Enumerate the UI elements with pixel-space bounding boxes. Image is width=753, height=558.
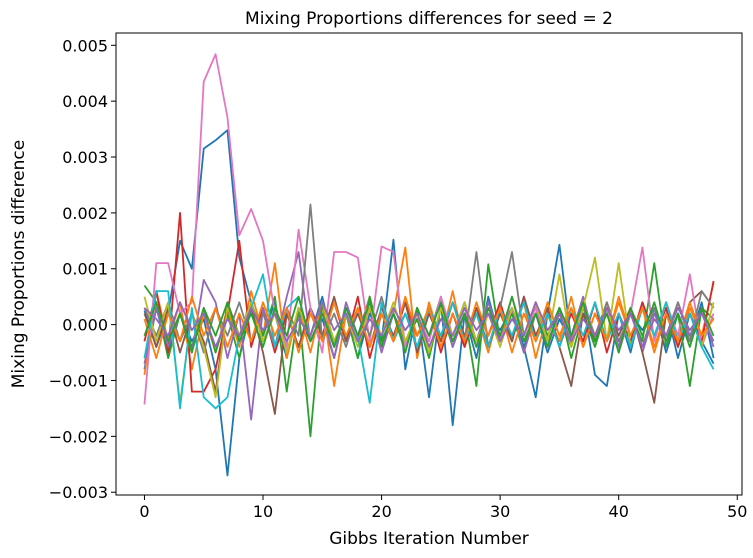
chart-title: Mixing Proportions differences for seed … [245, 9, 613, 29]
x-tick-label: 40 [609, 502, 629, 521]
x-tick-label: 10 [253, 502, 273, 521]
series-line-13 [143, 301, 715, 348]
y-axis-label: Mixing Proportions difference [9, 140, 29, 388]
x-tick-label: 20 [371, 502, 391, 521]
y-tick-label: 0.000 [62, 316, 108, 335]
y-tick-label: −0.001 [49, 371, 108, 390]
x-tick-label: 0 [139, 502, 149, 521]
y-tick-label: 0.002 [62, 204, 108, 223]
y-tick-label: 0.005 [62, 36, 108, 55]
series-line-11 [143, 295, 715, 360]
x-tick-label: 50 [727, 502, 747, 521]
y-tick-label: 0.001 [62, 260, 108, 279]
y-axis: −0.003 −0.002 −0.001 0.000 0.001 0.002 0.003 0.… [49, 36, 116, 502]
y-tick-label: −0.002 [49, 427, 108, 446]
series-line-2 [143, 246, 715, 387]
x-axis-label: Gibbs Iteration Number [329, 529, 529, 549]
y-tick-label: 0.004 [62, 92, 108, 111]
x-axis: 0 10 20 30 40 50 [139, 495, 747, 521]
y-tick-label: 0.003 [62, 148, 108, 167]
x-tick-label: 30 [490, 502, 510, 521]
y-tick-label: −0.003 [49, 483, 108, 502]
series-line-12 [143, 295, 715, 354]
series-layer [143, 53, 715, 477]
plot-frame [115, 32, 743, 496]
